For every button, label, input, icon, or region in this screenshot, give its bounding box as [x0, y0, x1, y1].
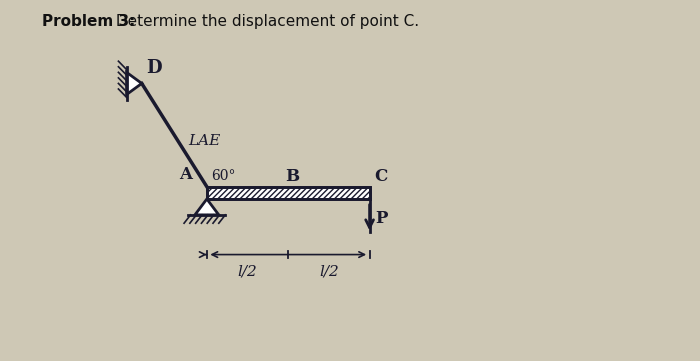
Polygon shape	[195, 199, 219, 215]
Text: P: P	[375, 210, 387, 227]
Text: LAE: LAE	[188, 134, 220, 148]
Text: l/2: l/2	[238, 265, 258, 279]
Text: A: A	[178, 166, 192, 183]
Text: l/2: l/2	[319, 265, 339, 279]
Polygon shape	[127, 72, 141, 95]
Text: D: D	[146, 59, 162, 77]
Text: 60°: 60°	[211, 169, 236, 183]
Text: Determine the displacement of point C.: Determine the displacement of point C.	[111, 14, 419, 30]
Text: B: B	[286, 168, 300, 184]
Polygon shape	[207, 187, 370, 199]
Text: Problem 3:: Problem 3:	[42, 14, 135, 30]
Text: C: C	[374, 168, 387, 184]
